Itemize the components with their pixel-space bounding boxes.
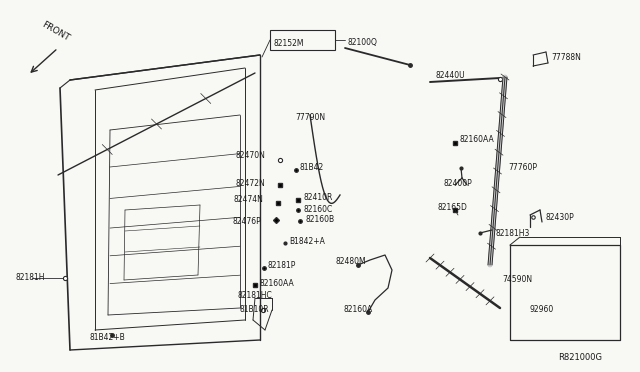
Text: 82152M: 82152M: [273, 38, 303, 48]
Text: 82181P: 82181P: [268, 262, 296, 270]
Text: 82160A: 82160A: [343, 305, 372, 314]
Text: 82470N: 82470N: [235, 151, 265, 160]
Text: 81B42: 81B42: [300, 164, 324, 173]
Text: 82474N: 82474N: [233, 196, 263, 205]
Text: 82181HC: 82181HC: [237, 291, 272, 299]
Text: 82440U: 82440U: [436, 71, 466, 80]
Text: R821000G: R821000G: [558, 353, 602, 362]
Text: 82160C: 82160C: [303, 205, 332, 214]
Text: 82181H: 82181H: [15, 273, 45, 282]
Text: 82181H3: 82181H3: [495, 228, 529, 237]
Text: 82430P: 82430P: [545, 214, 573, 222]
Text: 82480M: 82480M: [335, 257, 365, 266]
Text: 92960: 92960: [530, 305, 554, 314]
Text: 82476P: 82476P: [232, 218, 261, 227]
Text: 81B42+B: 81B42+B: [90, 333, 125, 341]
Text: 77760P: 77760P: [508, 164, 537, 173]
Text: 77790N: 77790N: [295, 113, 325, 122]
Text: 82410R: 82410R: [303, 193, 332, 202]
Text: B1842+A: B1842+A: [289, 237, 325, 246]
Text: FRONT: FRONT: [40, 20, 71, 43]
Text: 81B10R: 81B10R: [240, 305, 269, 314]
Text: 82160AA: 82160AA: [260, 279, 295, 288]
Text: 82160AA: 82160AA: [459, 135, 493, 144]
Text: 74590N: 74590N: [502, 276, 532, 285]
Text: 82472N: 82472N: [236, 179, 265, 187]
Text: 82160B: 82160B: [305, 215, 334, 224]
Text: 82165D: 82165D: [437, 203, 467, 212]
Bar: [270, 30, 335, 50]
Text: 77788N: 77788N: [551, 54, 581, 62]
Text: 82100Q: 82100Q: [348, 38, 378, 48]
Text: 82400P: 82400P: [443, 179, 472, 187]
